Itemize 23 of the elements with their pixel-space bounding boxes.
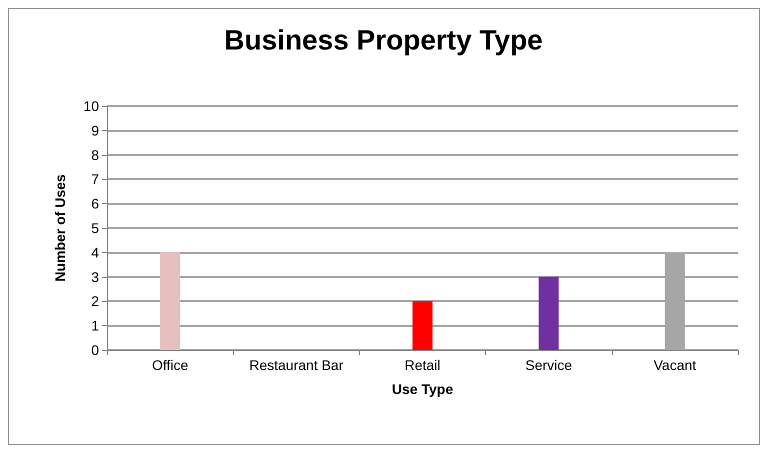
y-tick-label: 1 (91, 318, 100, 334)
x-tick-label: Restaurant Bar (249, 357, 344, 373)
x-tick-label: Office (152, 357, 188, 373)
x-tick-label: Vacant (654, 357, 696, 373)
bar (412, 301, 432, 350)
y-tick-label: 4 (91, 244, 100, 260)
y-tick-label: 2 (91, 293, 100, 310)
y-tick-label: 7 (91, 171, 100, 188)
y-tick-label: 0 (91, 342, 100, 358)
y-axis-title: Number of Uses (52, 174, 68, 282)
x-tick-label: Service (525, 357, 572, 373)
y-tick-label: 10 (83, 98, 100, 114)
y-tick-label: 8 (91, 146, 100, 163)
y-tick-label: 6 (91, 196, 100, 212)
x-tick-label: Retail (404, 357, 440, 373)
bar (160, 252, 180, 350)
y-tick-label: 9 (91, 122, 100, 138)
y-tick-label: 3 (91, 268, 100, 285)
bar (538, 276, 559, 350)
chart-title: Business Property Type (224, 24, 543, 56)
y-tick-label: 5 (91, 220, 100, 236)
bar (664, 252, 685, 350)
x-axis-title: Use Type (392, 381, 454, 397)
